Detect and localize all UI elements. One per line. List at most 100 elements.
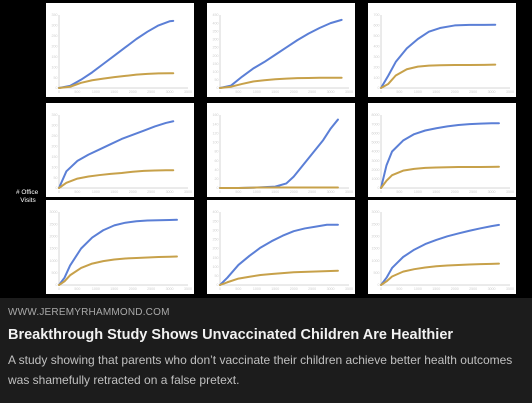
headline[interactable]: Breakthrough Study Shows Unvaccinated Ch… xyxy=(8,327,454,343)
x-tick-label: 500 xyxy=(74,190,80,194)
panel-ear-pain: Ear pain 0 500 1000 1500 2000 2500 3000 3500 0 50 1… xyxy=(207,200,355,294)
panel-title: Breathing Issues xyxy=(383,9,440,16)
site-url[interactable]: WWW.JEREMYRHAMMOND.COM xyxy=(8,307,170,318)
x-tick-label: 0 xyxy=(380,190,382,194)
y-tick-label: 0 xyxy=(56,86,58,90)
x-tick-label: 3000 xyxy=(166,287,174,291)
x-tick-label: 3000 xyxy=(166,90,174,94)
y-tick-label: 250 xyxy=(52,34,58,38)
y-tick-label: 100 xyxy=(213,265,219,269)
y-tick-label: 350 xyxy=(52,113,58,117)
x-tick-label: 3500 xyxy=(345,287,353,291)
x-tick-label: 1000 xyxy=(253,287,261,291)
x-tick-label: 2000 xyxy=(290,190,298,194)
x-tick-label: 1000 xyxy=(92,90,100,94)
x-tick-label: 2500 xyxy=(308,287,316,291)
x-tick-label: 1500 xyxy=(271,190,279,194)
x-tick-label: 2000 xyxy=(451,90,459,94)
y-tick-label: 1000 xyxy=(372,259,380,263)
series-line-blue xyxy=(380,122,500,189)
x-tick-label: 0 xyxy=(380,287,382,291)
x-tick-label: 3500 xyxy=(184,90,192,94)
y-tick-label: 250 xyxy=(213,46,219,50)
y-tick-label: 8000 xyxy=(372,113,380,117)
y-tick-label: 0 xyxy=(217,86,219,90)
series-line-gold xyxy=(219,269,339,286)
y-tick-label: 200 xyxy=(52,44,58,48)
x-tick-label: 1500 xyxy=(271,287,279,291)
series-line-blue xyxy=(219,223,339,286)
y-tick-label: 100 xyxy=(52,165,58,169)
x-tick-label: 2500 xyxy=(469,287,477,291)
panel-asthma: Asthma 0 500 1000 1500 2000 2500 3000 3500 0 50 100… xyxy=(46,3,194,97)
y-tick-label: 200 xyxy=(52,144,58,148)
panel-background xyxy=(368,103,516,197)
x-tick-label: 2000 xyxy=(129,190,137,194)
y-tick-label: 150 xyxy=(213,62,219,66)
y-tick-label: 1500 xyxy=(372,247,380,251)
y-tick-label: 300 xyxy=(52,24,58,28)
x-tick-label: 3500 xyxy=(506,287,514,291)
y-tick-label: 2500 xyxy=(372,222,380,226)
y-axis-label-line2: Visits xyxy=(20,197,36,204)
panel-title: Otitis media xyxy=(61,206,101,213)
panel-adhd: ADHD 0 500 1000 1500 2000 2500 3000 3500 0 20 40 60 8… xyxy=(207,103,355,197)
x-tick-label: 2500 xyxy=(147,90,155,94)
y-tick-label: 60 xyxy=(215,159,219,163)
y-tick-label: 0 xyxy=(378,283,380,287)
panel-title: Behavioral Issues xyxy=(61,109,121,116)
x-tick-label: 3000 xyxy=(166,190,174,194)
x-tick-label: 1000 xyxy=(92,287,100,291)
x-tick-label: 2000 xyxy=(129,287,137,291)
x-tick-label: 2000 xyxy=(290,287,298,291)
x-tick-label: 3500 xyxy=(345,90,353,94)
y-tick-label: 2000 xyxy=(372,168,380,172)
series-line-blue xyxy=(58,218,178,286)
x-tick-label: 1500 xyxy=(110,287,118,291)
y-tick-label: 2500 xyxy=(50,222,58,226)
y-tick-label: 350 xyxy=(213,219,219,223)
x-tick-label: 2500 xyxy=(469,190,477,194)
y-tick-label: 400 xyxy=(213,210,219,214)
panel-background xyxy=(46,3,194,97)
y-tick-label: 500 xyxy=(374,271,380,275)
x-tick-label: 2500 xyxy=(308,190,316,194)
y-tick-label: 3000 xyxy=(50,210,58,214)
y-tick-label: 0 xyxy=(217,283,219,287)
panel-background xyxy=(368,200,516,294)
x-tick-label: 500 xyxy=(235,190,241,194)
series-line-gold xyxy=(58,72,175,89)
y-tick-label: 300 xyxy=(52,124,58,128)
x-tick-label: 2000 xyxy=(451,190,459,194)
y-tick-label: 4000 xyxy=(372,150,380,154)
y-tick-label: 250 xyxy=(213,238,219,242)
y-tick-label: 500 xyxy=(52,271,58,275)
panel-title: ADHD xyxy=(222,109,242,116)
y-tick-label: 300 xyxy=(374,55,380,59)
x-tick-label: 1500 xyxy=(432,190,440,194)
y-tick-label: 300 xyxy=(213,38,219,42)
panel-respiratory-infection: Respiratory Infection 0 500 1000 1500 2000 250… xyxy=(368,103,516,197)
series-line-blue xyxy=(58,120,175,189)
x-tick-label: 500 xyxy=(235,90,241,94)
x-tick-label: 1000 xyxy=(92,190,100,194)
x-tick-label: 0 xyxy=(58,190,60,194)
x-tick-label: 2000 xyxy=(451,287,459,291)
description: A study showing that parents who don’t v… xyxy=(8,353,513,387)
caption-panel: WWW.JEREMYRHAMMOND.COM Breakthrough Stud… xyxy=(0,298,532,403)
x-tick-label: 1500 xyxy=(432,287,440,291)
x-tick-label: 3000 xyxy=(488,90,496,94)
y-tick-label: 50 xyxy=(215,78,219,82)
y-tick-label: 450 xyxy=(213,13,219,17)
y-tick-label: 100 xyxy=(52,65,58,69)
y-axis-label: # Office Visits xyxy=(16,189,40,204)
x-tick-label: 3500 xyxy=(184,287,192,291)
y-tick-label: 150 xyxy=(52,155,58,159)
panel-title: Ear pain xyxy=(222,206,250,213)
series-line-gold xyxy=(219,76,343,89)
y-tick-label: 120 xyxy=(213,131,219,135)
x-tick-label: 1500 xyxy=(110,190,118,194)
x-tick-label: 500 xyxy=(74,90,80,94)
